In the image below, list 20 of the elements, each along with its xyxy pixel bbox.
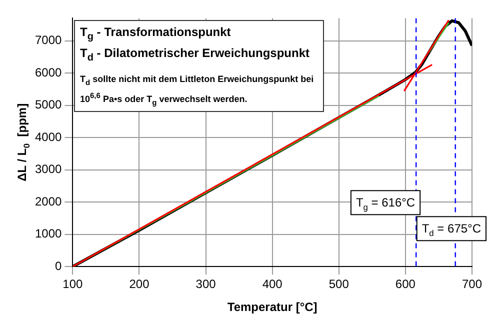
y-tick-label: 4000 [34, 130, 62, 144]
x-tick-label: 100 [62, 277, 84, 292]
x-tick-label: 600 [395, 277, 416, 292]
x-tick-label: 200 [129, 277, 150, 292]
x-tick-label: 400 [262, 277, 283, 292]
y-tick-label: 2000 [34, 194, 62, 208]
x-tick-label: 700 [462, 277, 482, 292]
y-tick-label: 5000 [34, 98, 62, 112]
y-tick-label: 7000 [34, 33, 62, 48]
x-tick-label: 500 [328, 277, 350, 292]
y-tick-label: 0 [55, 258, 62, 273]
y-tick-label: 6000 [34, 65, 62, 80]
y-axis-title: ΔL / L0 [ppm] [15, 103, 32, 182]
y-tick-label: 1000 [34, 226, 62, 241]
annotation: T$_{g}$ - Transformationspunkt [80, 24, 232, 44]
annotation: T$_{d}$ - Dilatometrischer Erweichungspunkt [80, 45, 310, 66]
y-tick-label: 3000 [34, 162, 62, 176]
annotation: T$_{d}$ sollte nicht mit dem Littleton Erweichungspunkt bei 10$^{6,6}$ Pa•s oder T$_{g}$ verwechselt werden. [80, 72, 315, 108]
x-tick-label: 300 [196, 277, 216, 292]
x-axis-title: Temperatur [°C] [227, 300, 318, 314]
